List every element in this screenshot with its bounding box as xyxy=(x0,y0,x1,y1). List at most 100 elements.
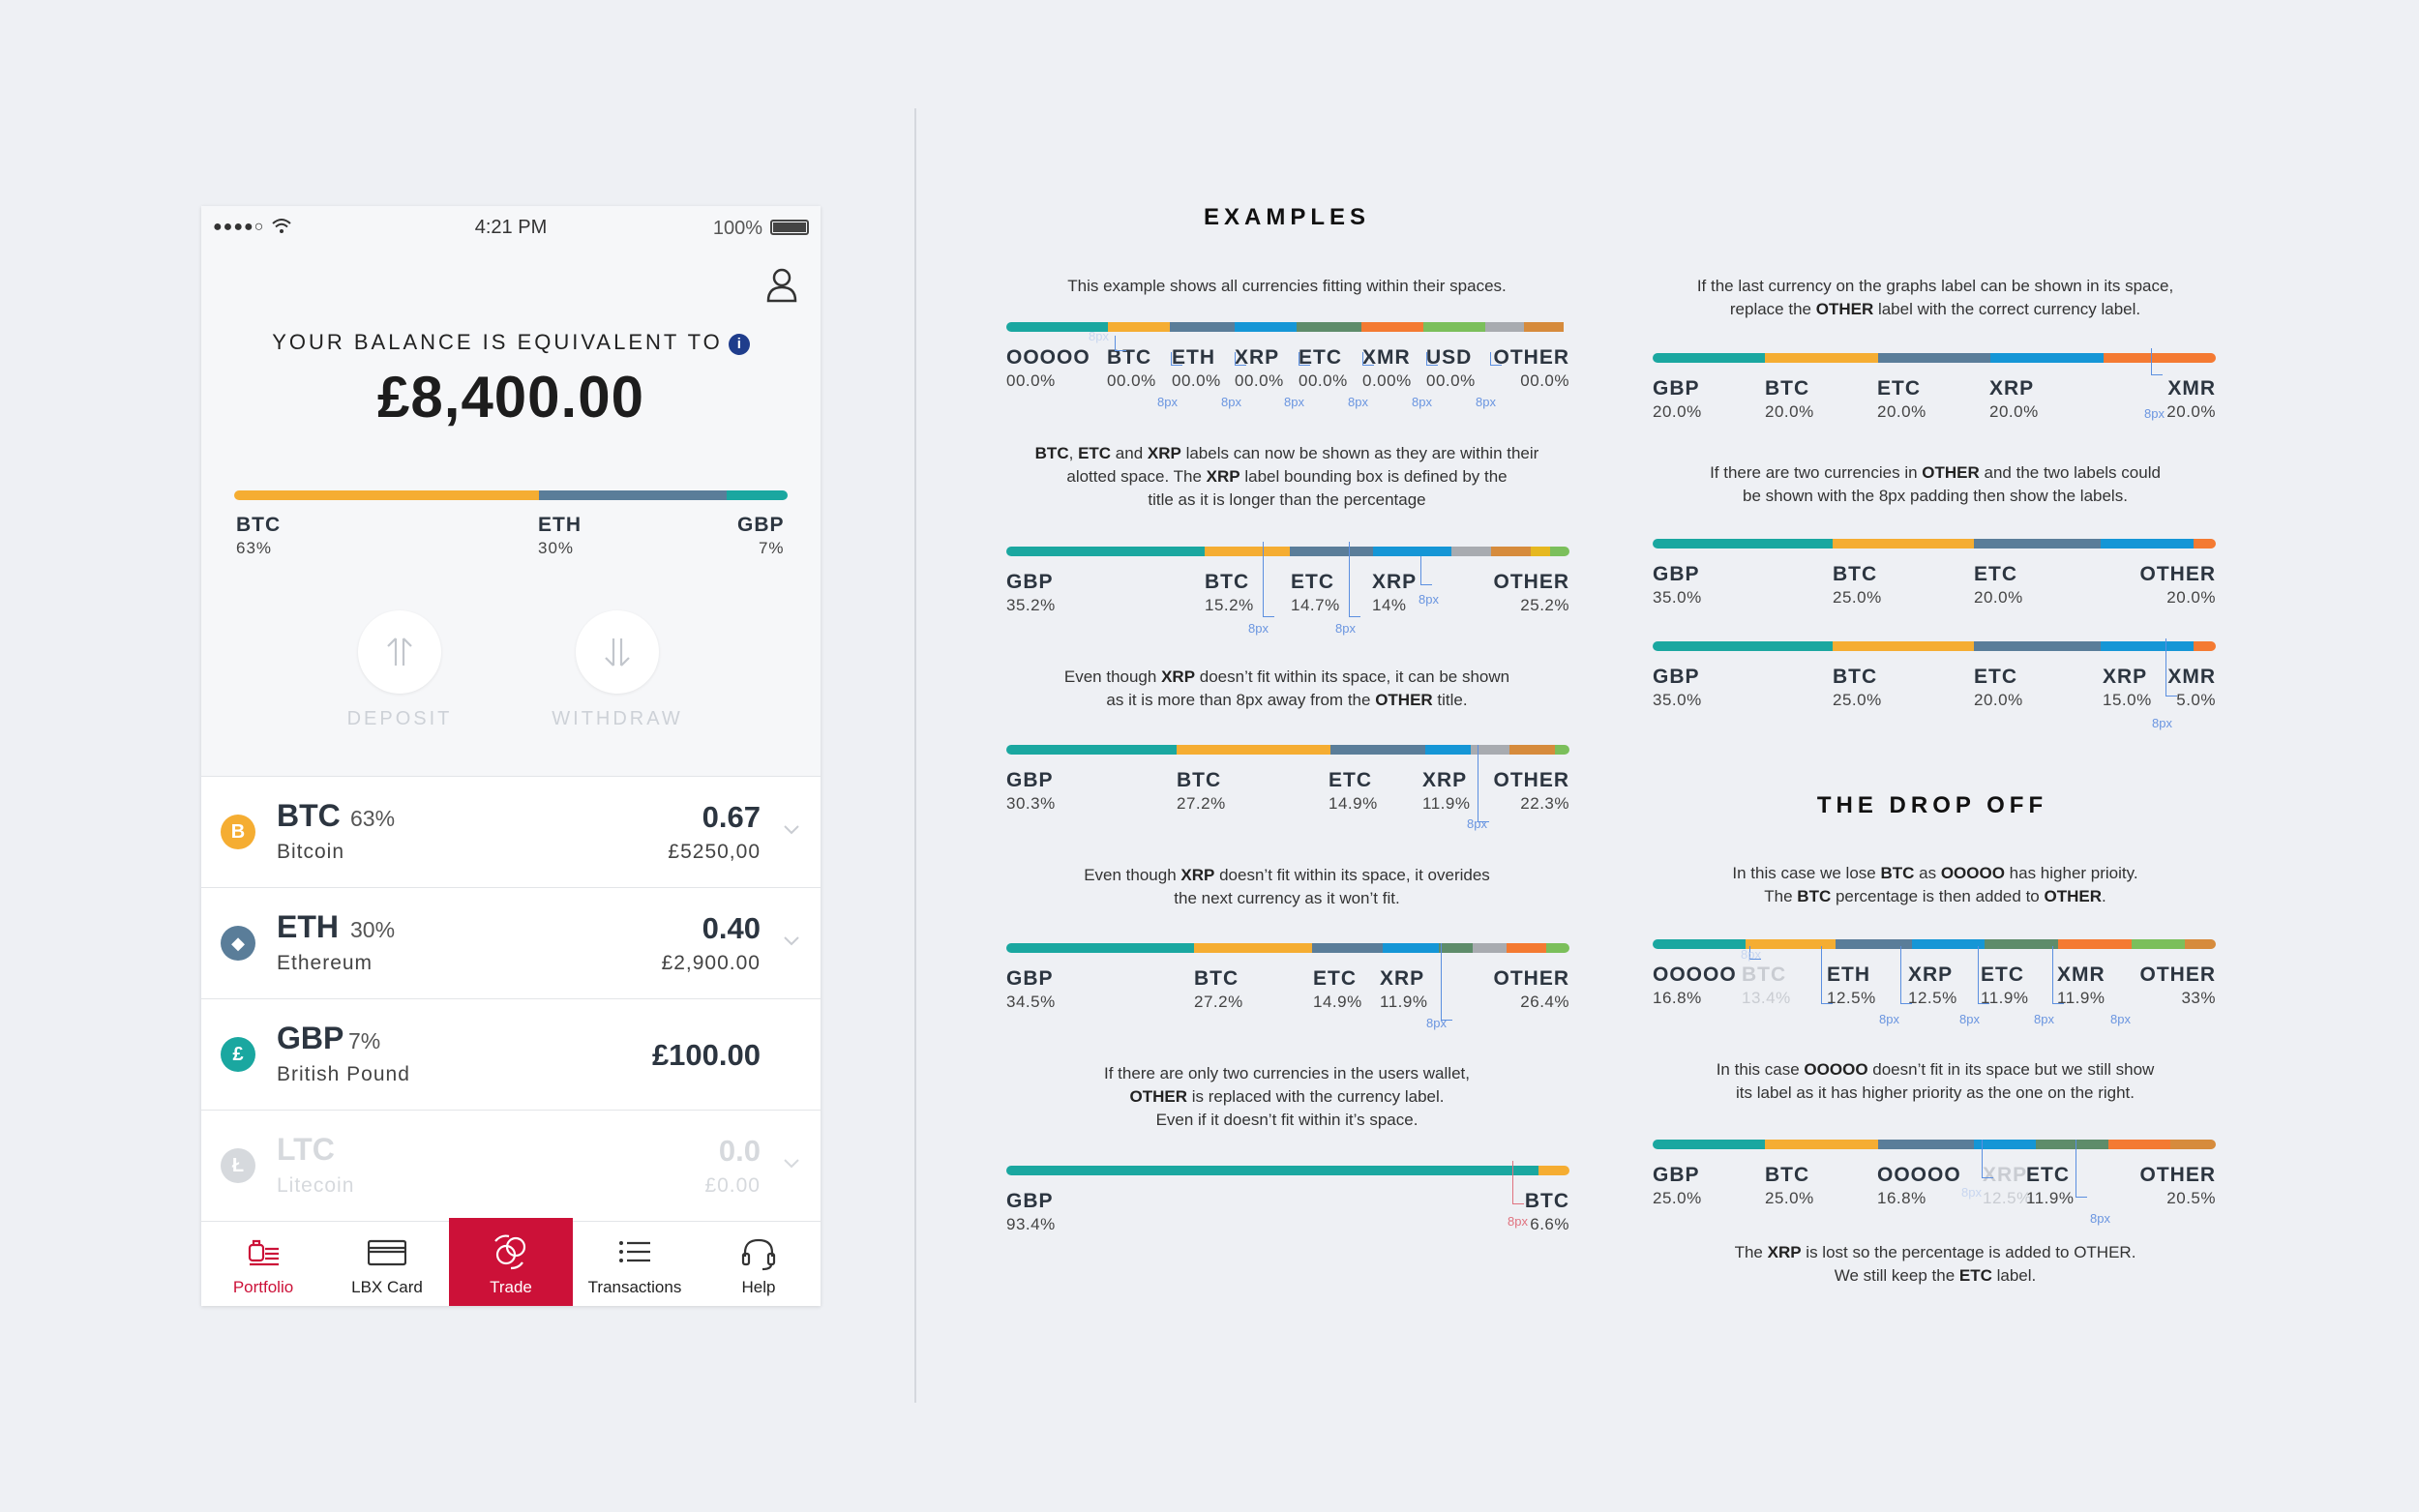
ex2-padding-label-0: 8px xyxy=(1248,621,1269,636)
ex4-value-btc: 27.2% xyxy=(1194,993,1243,1011)
ex5-padding-marker-0 xyxy=(1512,1161,1524,1204)
ex2-value-xrp: 14% xyxy=(1372,596,1407,614)
ex2-padding-marker-2 xyxy=(1420,556,1432,585)
ex5-label-btc: BTC xyxy=(1524,1190,1569,1212)
ex2-label-gbp: GBP xyxy=(1006,571,1054,593)
ex1-label-xmr: XMR xyxy=(1362,346,1411,369)
r1-bar xyxy=(1653,353,2216,363)
r4-segment-5 xyxy=(2058,939,2132,949)
wifi-icon xyxy=(272,219,291,233)
ex1-value-eth: 00.0% xyxy=(1172,371,1221,390)
r5-value-gbp: 25.0% xyxy=(1653,1189,1702,1207)
r4-segment-7 xyxy=(2184,939,2216,949)
chevron-down-icon[interactable] xyxy=(784,1159,799,1169)
r5-segment-0 xyxy=(1653,1140,1766,1149)
portfolio-label-btc: BTC 63% xyxy=(236,514,282,557)
ex2-segment-3 xyxy=(1372,547,1452,556)
ex1-segment-4 xyxy=(1296,322,1361,332)
r5-value-other: 20.5% xyxy=(2166,1189,2216,1207)
user-icon[interactable] xyxy=(762,264,801,307)
r2-value-other: 20.0% xyxy=(2166,588,2216,607)
r3-label-xmr: XMR xyxy=(2167,666,2216,688)
ex5-padding-label-0: 8px xyxy=(1508,1214,1528,1229)
tab-portfolio[interactable]: Portfolio xyxy=(201,1222,325,1306)
ex4-value-other: 26.4% xyxy=(1520,993,1569,1011)
ex1-segment-8 xyxy=(1524,322,1565,332)
ex1-value-other: 00.0% xyxy=(1520,371,1569,390)
tab-lbx-card[interactable]: LBX Card xyxy=(325,1222,449,1306)
withdraw-label[interactable]: WITHDRAW xyxy=(552,708,683,729)
ex2-bar xyxy=(1006,547,1569,556)
asset-row-btc[interactable]: B BTC 63% Bitcoin 0.67 £5250,00 xyxy=(201,776,821,887)
ex2-segment-1 xyxy=(1204,547,1291,556)
asset-row-ltc[interactable]: Ł LTC Litecoin 0.0 £0.00 xyxy=(201,1110,821,1221)
deposit-label[interactable]: DEPOSIT xyxy=(346,708,453,729)
ex2-padding-marker-1 xyxy=(1349,542,1360,617)
r4-label-eth: ETH xyxy=(1827,964,1870,986)
ex1-segment-6 xyxy=(1422,322,1485,332)
ex3-label-etc: ETC xyxy=(1329,769,1372,791)
ex3-segment-2 xyxy=(1329,745,1425,755)
divider xyxy=(914,108,916,1403)
chevron-down-icon[interactable] xyxy=(784,936,799,946)
r4-padding-marker-1 xyxy=(1821,946,1833,1004)
r3-segment-3 xyxy=(2100,641,2194,651)
r1-segment-3 xyxy=(1990,353,2104,363)
r5-padding-marker-0 xyxy=(1982,1140,1993,1178)
r3-value-btc: 25.0% xyxy=(1833,691,1882,709)
r5-padding-label-0: 8px xyxy=(1961,1185,1982,1200)
ex2-padding-label-2: 8px xyxy=(1419,592,1439,607)
ex4-label-other: OTHER xyxy=(1493,967,1569,990)
balance-label: YOUR BALANCE IS EQUIVALENT TO i xyxy=(201,330,821,355)
balance-amount: £8,400.00 xyxy=(377,365,644,430)
r2-segment-1 xyxy=(1833,539,1974,548)
r5-segment-4 xyxy=(2035,1140,2109,1149)
tab-trade[interactable]: Trade xyxy=(449,1218,573,1306)
ex1-padding-marker-6 xyxy=(1490,352,1502,366)
asset-row-eth[interactable]: ◆ ETH 30% Ethereum 0.40 £2,900.00 xyxy=(201,887,821,998)
r2-value-btc: 25.0% xyxy=(1833,588,1882,607)
r2-label-other: OTHER xyxy=(2139,563,2216,585)
r1-value-btc: 20.0% xyxy=(1765,402,1814,421)
r3-label-xrp: XRP xyxy=(2103,666,2148,688)
ex4-label-etc: ETC xyxy=(1313,967,1357,990)
tab-bar: Portfolio LBX Card Trade Transactions He… xyxy=(201,1218,821,1306)
ex3-value-btc: 27.2% xyxy=(1177,794,1226,813)
ex1-padding-label-5: 8px xyxy=(1412,395,1432,409)
ex1-padding-marker-3 xyxy=(1299,352,1310,366)
tab-transactions[interactable]: Transactions xyxy=(573,1222,697,1306)
r5-padding-label-1: 8px xyxy=(2090,1211,2110,1226)
rule-1-description: If the last currency on the graphs label… xyxy=(1696,277,2174,318)
ex1-value-ooooo: 00.0% xyxy=(1006,371,1056,390)
ex1-padding-label-0: 8px xyxy=(1089,329,1109,343)
chevron-down-icon[interactable] xyxy=(784,825,799,835)
r4-padding-label-0: 8px xyxy=(1741,947,1761,962)
ex3-label-btc: BTC xyxy=(1177,769,1222,791)
r3-value-xmr: 5.0% xyxy=(2176,691,2216,709)
deposit-button[interactable] xyxy=(358,610,441,694)
r1-padding-marker-0 xyxy=(2151,348,2163,375)
tab-help[interactable]: Help xyxy=(697,1222,821,1306)
r2-segment-3 xyxy=(2100,539,2194,548)
ex4-value-etc: 14.9% xyxy=(1313,993,1362,1011)
card-icon xyxy=(368,1239,406,1266)
example-5-description: If there are only two currencies in the … xyxy=(1104,1064,1470,1129)
phone-screen: ●●●●○ 4:21 PM 100% YOUR BALANCE IS EQUIV… xyxy=(201,206,821,1306)
asset-row-gbp[interactable]: £ GBP 7% British Pound £100.00 xyxy=(201,998,821,1110)
ex2-segment-0 xyxy=(1006,547,1205,556)
ex2-label-other: OTHER xyxy=(1493,571,1569,593)
r5-value-btc: 25.0% xyxy=(1765,1189,1814,1207)
r5-label-gbp: GBP xyxy=(1653,1164,1700,1186)
ex1-value-etc: 00.0% xyxy=(1299,371,1348,390)
pound-icon: £ xyxy=(221,1037,255,1072)
ex2-label-etc: ETC xyxy=(1291,571,1334,593)
withdraw-button[interactable] xyxy=(576,610,659,694)
info-icon[interactable]: i xyxy=(728,334,750,355)
ex4-segment-4 xyxy=(1438,943,1473,953)
r5-label-xrp: XRP xyxy=(1983,1164,2028,1186)
ex2-padding-marker-0 xyxy=(1263,542,1274,617)
portfolio-segment-eth xyxy=(538,490,728,500)
ex5-segment-0 xyxy=(1006,1166,1538,1175)
r2-segment-2 xyxy=(1973,539,2101,548)
ex4-padding-marker-0 xyxy=(1441,943,1452,1021)
